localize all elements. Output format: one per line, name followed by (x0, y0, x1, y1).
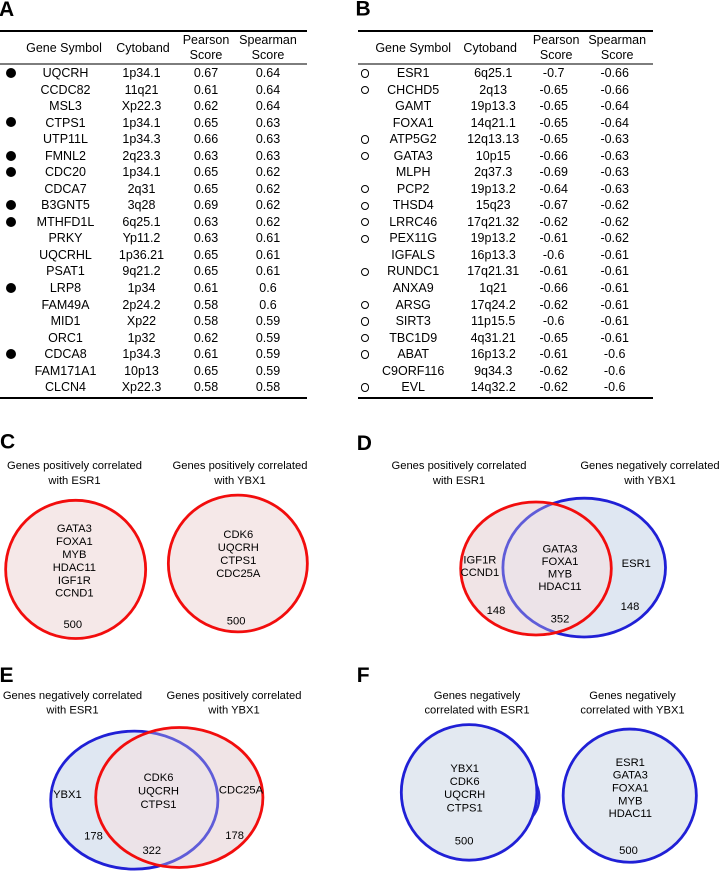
svg-text:with YBX1: with YBX1 (213, 475, 265, 487)
svg-text:YBX1: YBX1 (450, 763, 479, 775)
svg-text:ESR1: ESR1 (622, 558, 651, 570)
svg-text:GATA3: GATA3 (542, 544, 577, 556)
svg-text:352: 352 (551, 613, 570, 625)
svg-text:YBX1: YBX1 (53, 789, 82, 801)
svg-text:with ESR1: with ESR1 (45, 705, 98, 717)
svg-text:GATA3: GATA3 (613, 770, 648, 782)
svg-text:correlated with ESR1: correlated with ESR1 (424, 705, 529, 717)
svg-text:D: D (357, 432, 372, 455)
svg-text:FOXA1: FOXA1 (612, 783, 649, 795)
svg-text:FOXA1: FOXA1 (56, 536, 93, 548)
svg-text:Genes negatively correlated: Genes negatively correlated (580, 460, 719, 472)
svg-text:500: 500 (455, 836, 474, 848)
svg-text:CDK6: CDK6 (223, 529, 253, 541)
svg-text:Genes negatively: Genes negatively (589, 690, 676, 702)
svg-text:B: B (356, 0, 371, 21)
svg-text:Genes negatively correlated: Genes negatively correlated (3, 690, 142, 702)
svg-text:CTPS1: CTPS1 (220, 555, 256, 567)
svg-text:Genes positively correlated: Genes positively correlated (167, 690, 302, 702)
svg-text:CCND1: CCND1 (461, 567, 500, 579)
svg-text:HDAC11: HDAC11 (538, 581, 581, 593)
svg-text:148: 148 (621, 601, 640, 613)
svg-text:correlated with YBX1: correlated with YBX1 (580, 705, 684, 717)
svg-text:Genes positively correlated: Genes positively correlated (7, 460, 142, 472)
svg-text:148: 148 (487, 605, 506, 617)
svg-text:322: 322 (142, 845, 161, 857)
svg-text:with YBX1: with YBX1 (207, 705, 259, 717)
svg-text:IGF1R: IGF1R (463, 555, 496, 567)
svg-text:with ESR1: with ESR1 (47, 475, 100, 487)
svg-text:MYB: MYB (548, 569, 572, 581)
svg-text:UQCRH: UQCRH (138, 785, 179, 797)
svg-text:CDC25A: CDC25A (216, 568, 261, 580)
svg-text:HDAC11: HDAC11 (609, 808, 652, 820)
svg-text:ESR1: ESR1 (616, 757, 645, 769)
svg-text:Genes negatively: Genes negatively (434, 690, 521, 702)
svg-text:UQCRH: UQCRH (218, 542, 259, 554)
svg-text:CDK6: CDK6 (144, 772, 174, 784)
svg-text:178: 178 (84, 830, 103, 842)
svg-text:E: E (0, 664, 14, 687)
svg-text:500: 500 (227, 615, 246, 627)
svg-text:FOXA1: FOXA1 (542, 556, 579, 568)
svg-text:UQCRH: UQCRH (444, 789, 485, 801)
svg-text:C: C (0, 431, 15, 454)
svg-text:with ESR1: with ESR1 (432, 475, 485, 487)
svg-text:HDAC11: HDAC11 (53, 562, 96, 574)
svg-text:F: F (357, 664, 370, 687)
svg-text:Genes positively correlated: Genes positively correlated (173, 460, 308, 472)
svg-text:MYB: MYB (62, 549, 86, 561)
svg-text:CCND1: CCND1 (55, 588, 94, 600)
svg-text:CTPS1: CTPS1 (140, 799, 176, 811)
svg-text:with YBX1: with YBX1 (623, 475, 675, 487)
svg-text:IGF1R: IGF1R (58, 575, 91, 587)
svg-text:178: 178 (225, 830, 244, 842)
svg-text:Genes positively correlated: Genes positively correlated (392, 460, 527, 472)
svg-text:CDK6: CDK6 (450, 776, 480, 788)
svg-text:GATA3: GATA3 (57, 523, 92, 535)
svg-text:CTPS1: CTPS1 (447, 802, 483, 814)
svg-text:CDC25A: CDC25A (219, 785, 264, 797)
svg-text:500: 500 (63, 619, 82, 631)
svg-text:MYB: MYB (618, 795, 642, 807)
svg-text:A: A (0, 0, 14, 21)
svg-text:500: 500 (619, 845, 638, 857)
